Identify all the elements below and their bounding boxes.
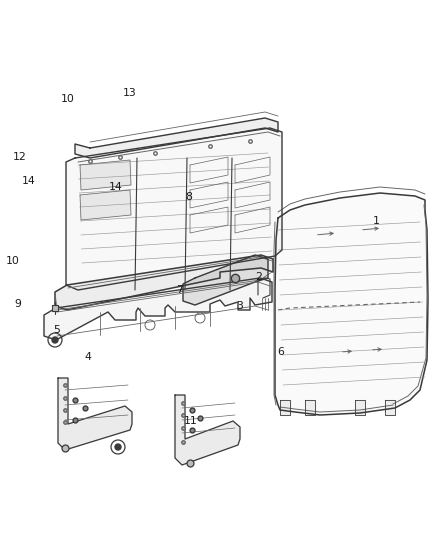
Polygon shape — [58, 378, 132, 450]
Circle shape — [115, 444, 121, 450]
Polygon shape — [80, 160, 131, 190]
Polygon shape — [80, 190, 131, 220]
Text: 1: 1 — [373, 216, 380, 226]
Circle shape — [52, 337, 58, 343]
Polygon shape — [280, 400, 290, 415]
Text: 14: 14 — [109, 182, 123, 191]
Polygon shape — [66, 128, 282, 290]
Text: 11: 11 — [184, 416, 198, 426]
Polygon shape — [355, 400, 365, 415]
Text: 8: 8 — [185, 192, 192, 202]
Polygon shape — [44, 278, 272, 340]
Text: 13: 13 — [122, 88, 136, 98]
Polygon shape — [385, 400, 395, 415]
Polygon shape — [183, 255, 268, 305]
Text: 6: 6 — [277, 347, 284, 357]
Polygon shape — [175, 395, 240, 465]
Text: 4: 4 — [84, 352, 91, 362]
Polygon shape — [55, 255, 273, 310]
Text: 14: 14 — [21, 176, 35, 186]
Text: 7: 7 — [176, 286, 183, 295]
Text: 2: 2 — [255, 272, 262, 282]
Polygon shape — [275, 193, 428, 415]
Text: 9: 9 — [14, 299, 21, 309]
Polygon shape — [75, 118, 278, 158]
Polygon shape — [305, 400, 315, 415]
Text: 10: 10 — [61, 94, 75, 103]
Text: 12: 12 — [13, 152, 27, 162]
Text: 5: 5 — [53, 326, 60, 335]
Text: 3: 3 — [237, 302, 244, 311]
Text: 10: 10 — [6, 256, 20, 266]
